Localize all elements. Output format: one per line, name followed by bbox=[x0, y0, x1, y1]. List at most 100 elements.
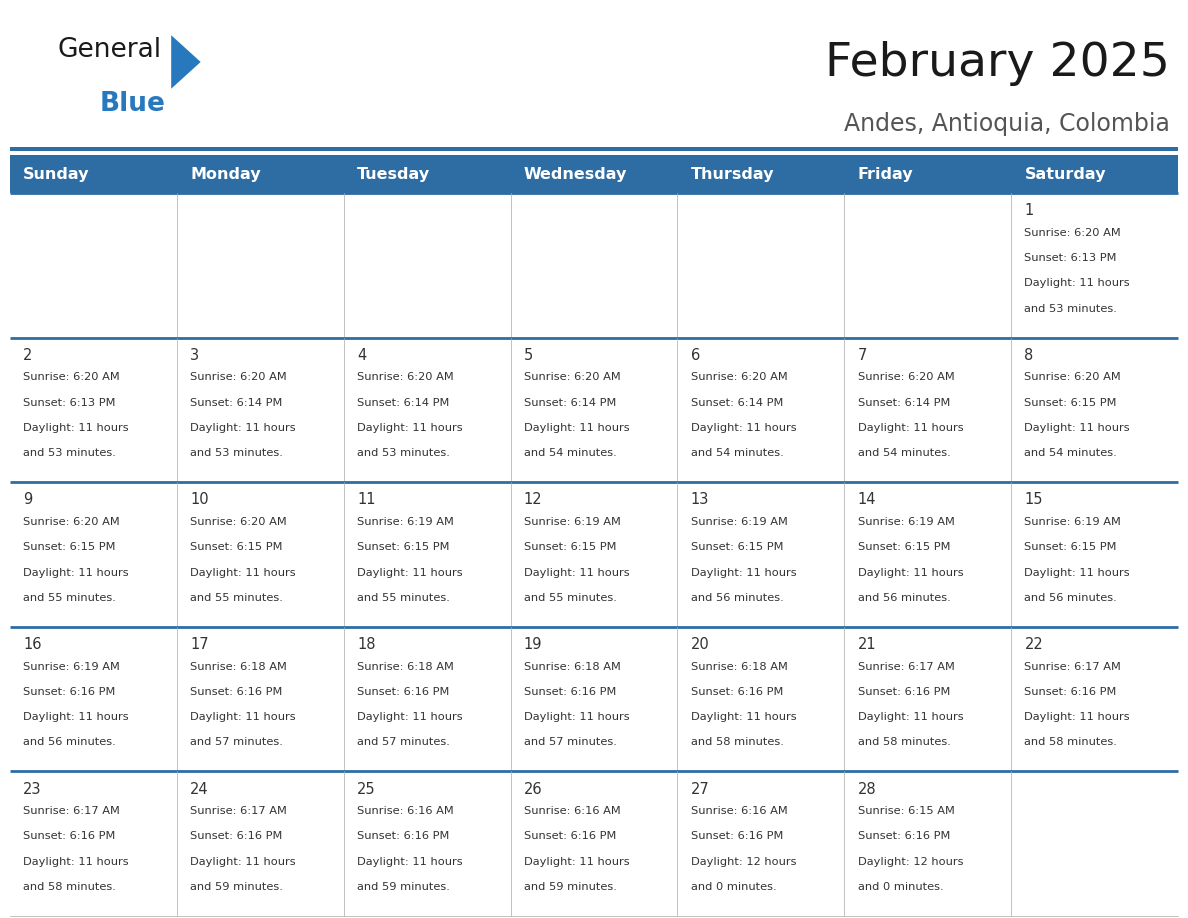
Text: Daylight: 11 hours: Daylight: 11 hours bbox=[190, 712, 296, 722]
Text: Sunrise: 6:20 AM: Sunrise: 6:20 AM bbox=[190, 517, 287, 527]
Text: 17: 17 bbox=[190, 637, 209, 652]
Text: General: General bbox=[57, 37, 162, 63]
Text: Sunset: 6:14 PM: Sunset: 6:14 PM bbox=[190, 397, 283, 408]
Text: Sunset: 6:15 PM: Sunset: 6:15 PM bbox=[1024, 543, 1117, 553]
Text: Sunrise: 6:17 AM: Sunrise: 6:17 AM bbox=[1024, 662, 1121, 671]
Text: Sunrise: 6:19 AM: Sunrise: 6:19 AM bbox=[858, 517, 954, 527]
Text: Sunset: 6:14 PM: Sunset: 6:14 PM bbox=[858, 397, 950, 408]
Text: and 56 minutes.: and 56 minutes. bbox=[1024, 593, 1117, 603]
Text: Sunrise: 6:19 AM: Sunrise: 6:19 AM bbox=[690, 517, 788, 527]
Text: Saturday: Saturday bbox=[1024, 166, 1106, 182]
Text: 16: 16 bbox=[24, 637, 42, 652]
Text: and 57 minutes.: and 57 minutes. bbox=[358, 737, 450, 747]
Text: and 59 minutes.: and 59 minutes. bbox=[190, 882, 283, 892]
Text: 9: 9 bbox=[24, 492, 32, 508]
Text: Andes, Antioquia, Colombia: Andes, Antioquia, Colombia bbox=[845, 112, 1170, 136]
Text: Sunset: 6:15 PM: Sunset: 6:15 PM bbox=[358, 543, 449, 553]
Text: Sunset: 6:16 PM: Sunset: 6:16 PM bbox=[690, 687, 783, 697]
Text: Daylight: 11 hours: Daylight: 11 hours bbox=[24, 423, 129, 433]
Text: Daylight: 11 hours: Daylight: 11 hours bbox=[858, 423, 963, 433]
Text: Daylight: 11 hours: Daylight: 11 hours bbox=[524, 712, 630, 722]
Text: Sunset: 6:15 PM: Sunset: 6:15 PM bbox=[1024, 397, 1117, 408]
Text: Daylight: 11 hours: Daylight: 11 hours bbox=[690, 567, 796, 577]
Text: and 54 minutes.: and 54 minutes. bbox=[524, 448, 617, 458]
Text: Blue: Blue bbox=[100, 91, 165, 117]
Text: Sunset: 6:16 PM: Sunset: 6:16 PM bbox=[190, 687, 283, 697]
Text: and 53 minutes.: and 53 minutes. bbox=[190, 448, 283, 458]
Text: Sunrise: 6:18 AM: Sunrise: 6:18 AM bbox=[358, 662, 454, 671]
Text: Tuesday: Tuesday bbox=[358, 166, 430, 182]
Text: Sunrise: 6:20 AM: Sunrise: 6:20 AM bbox=[358, 373, 454, 382]
Text: 15: 15 bbox=[1024, 492, 1043, 508]
Text: 13: 13 bbox=[690, 492, 709, 508]
Text: 20: 20 bbox=[690, 637, 709, 652]
Text: 1: 1 bbox=[1024, 203, 1034, 218]
Text: 4: 4 bbox=[358, 348, 366, 363]
Text: 19: 19 bbox=[524, 637, 543, 652]
Text: Sunrise: 6:20 AM: Sunrise: 6:20 AM bbox=[1024, 373, 1121, 382]
Text: 7: 7 bbox=[858, 348, 867, 363]
Text: 18: 18 bbox=[358, 637, 375, 652]
Text: Daylight: 11 hours: Daylight: 11 hours bbox=[1024, 423, 1130, 433]
Text: Daylight: 11 hours: Daylight: 11 hours bbox=[190, 567, 296, 577]
Text: and 53 minutes.: and 53 minutes. bbox=[358, 448, 450, 458]
Text: and 56 minutes.: and 56 minutes. bbox=[690, 593, 784, 603]
Text: Daylight: 12 hours: Daylight: 12 hours bbox=[690, 856, 796, 867]
Text: Daylight: 11 hours: Daylight: 11 hours bbox=[24, 567, 129, 577]
Text: Sunset: 6:14 PM: Sunset: 6:14 PM bbox=[690, 397, 783, 408]
Text: and 53 minutes.: and 53 minutes. bbox=[1024, 304, 1118, 314]
Text: Sunrise: 6:20 AM: Sunrise: 6:20 AM bbox=[1024, 228, 1121, 238]
Text: Sunset: 6:16 PM: Sunset: 6:16 PM bbox=[358, 832, 449, 842]
Text: and 58 minutes.: and 58 minutes. bbox=[24, 882, 116, 892]
Text: Sunrise: 6:16 AM: Sunrise: 6:16 AM bbox=[358, 806, 454, 816]
Text: 10: 10 bbox=[190, 492, 209, 508]
Text: Sunset: 6:15 PM: Sunset: 6:15 PM bbox=[24, 543, 116, 553]
Text: Thursday: Thursday bbox=[690, 166, 775, 182]
Text: Sunrise: 6:18 AM: Sunrise: 6:18 AM bbox=[190, 662, 287, 671]
Text: and 55 minutes.: and 55 minutes. bbox=[358, 593, 450, 603]
Text: 22: 22 bbox=[1024, 637, 1043, 652]
Text: 28: 28 bbox=[858, 781, 877, 797]
Text: Sunset: 6:16 PM: Sunset: 6:16 PM bbox=[524, 687, 617, 697]
Text: Friday: Friday bbox=[858, 166, 914, 182]
Text: Daylight: 11 hours: Daylight: 11 hours bbox=[24, 712, 129, 722]
Text: and 56 minutes.: and 56 minutes. bbox=[858, 593, 950, 603]
Text: Daylight: 11 hours: Daylight: 11 hours bbox=[524, 423, 630, 433]
Text: Sunrise: 6:20 AM: Sunrise: 6:20 AM bbox=[24, 373, 120, 382]
Text: Sunrise: 6:20 AM: Sunrise: 6:20 AM bbox=[24, 517, 120, 527]
Text: Sunset: 6:16 PM: Sunset: 6:16 PM bbox=[858, 832, 950, 842]
Text: Daylight: 11 hours: Daylight: 11 hours bbox=[358, 856, 462, 867]
Polygon shape bbox=[171, 35, 201, 89]
Text: Sunset: 6:16 PM: Sunset: 6:16 PM bbox=[24, 832, 115, 842]
Text: Sunrise: 6:20 AM: Sunrise: 6:20 AM bbox=[524, 373, 620, 382]
Text: and 59 minutes.: and 59 minutes. bbox=[358, 882, 450, 892]
Text: Daylight: 11 hours: Daylight: 11 hours bbox=[24, 856, 129, 867]
Text: Sunrise: 6:17 AM: Sunrise: 6:17 AM bbox=[858, 662, 954, 671]
Text: and 54 minutes.: and 54 minutes. bbox=[858, 448, 950, 458]
Text: Sunrise: 6:18 AM: Sunrise: 6:18 AM bbox=[524, 662, 621, 671]
Text: and 0 minutes.: and 0 minutes. bbox=[858, 882, 943, 892]
Text: Daylight: 11 hours: Daylight: 11 hours bbox=[358, 423, 462, 433]
Text: Sunrise: 6:20 AM: Sunrise: 6:20 AM bbox=[858, 373, 954, 382]
Text: Daylight: 12 hours: Daylight: 12 hours bbox=[858, 856, 963, 867]
Text: Sunset: 6:16 PM: Sunset: 6:16 PM bbox=[190, 832, 283, 842]
Text: Sunrise: 6:20 AM: Sunrise: 6:20 AM bbox=[190, 373, 287, 382]
Text: and 58 minutes.: and 58 minutes. bbox=[1024, 737, 1118, 747]
Text: Daylight: 11 hours: Daylight: 11 hours bbox=[524, 856, 630, 867]
Text: Daylight: 11 hours: Daylight: 11 hours bbox=[358, 567, 462, 577]
Text: and 53 minutes.: and 53 minutes. bbox=[24, 448, 116, 458]
Text: Daylight: 11 hours: Daylight: 11 hours bbox=[1024, 567, 1130, 577]
Text: 26: 26 bbox=[524, 781, 543, 797]
Text: 12: 12 bbox=[524, 492, 543, 508]
Text: Sunrise: 6:19 AM: Sunrise: 6:19 AM bbox=[24, 662, 120, 671]
Text: Sunset: 6:14 PM: Sunset: 6:14 PM bbox=[524, 397, 617, 408]
Text: Daylight: 11 hours: Daylight: 11 hours bbox=[1024, 712, 1130, 722]
Text: Sunset: 6:16 PM: Sunset: 6:16 PM bbox=[358, 687, 449, 697]
Text: Wednesday: Wednesday bbox=[524, 166, 627, 182]
Text: 8: 8 bbox=[1024, 348, 1034, 363]
Text: Sunrise: 6:17 AM: Sunrise: 6:17 AM bbox=[24, 806, 120, 816]
Text: and 55 minutes.: and 55 minutes. bbox=[24, 593, 116, 603]
Text: Daylight: 11 hours: Daylight: 11 hours bbox=[690, 423, 796, 433]
Text: Sunrise: 6:16 AM: Sunrise: 6:16 AM bbox=[690, 806, 788, 816]
Text: and 57 minutes.: and 57 minutes. bbox=[524, 737, 617, 747]
